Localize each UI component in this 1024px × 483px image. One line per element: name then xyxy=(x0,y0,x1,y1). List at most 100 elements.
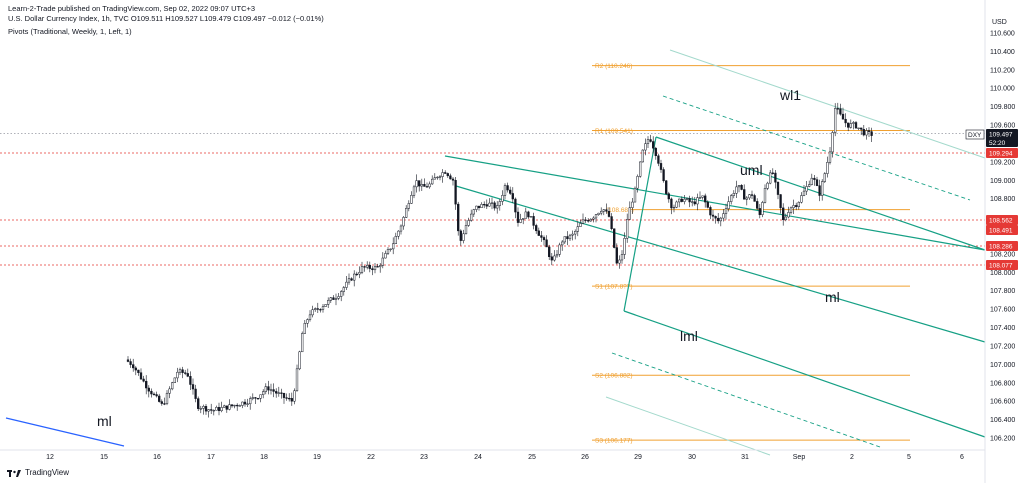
candlestick[interactable] xyxy=(485,199,488,209)
candlestick[interactable] xyxy=(184,369,187,376)
candlestick[interactable] xyxy=(839,103,842,116)
candlestick[interactable] xyxy=(176,367,179,383)
candlestick[interactable] xyxy=(568,233,572,242)
candlestick[interactable] xyxy=(243,398,247,407)
candlestick[interactable] xyxy=(657,153,660,167)
candlestick[interactable] xyxy=(670,197,673,215)
candlestick[interactable] xyxy=(626,213,629,243)
candlestick[interactable] xyxy=(332,295,335,300)
candlestick[interactable] xyxy=(301,331,304,353)
candlestick[interactable] xyxy=(836,102,839,115)
candlestick[interactable] xyxy=(784,213,787,222)
candlestick[interactable] xyxy=(610,213,613,231)
candlestick[interactable] xyxy=(828,147,832,165)
candlestick[interactable] xyxy=(267,380,270,395)
candlestick[interactable] xyxy=(425,182,429,188)
candlestick[interactable] xyxy=(615,243,618,265)
candlestick[interactable] xyxy=(202,404,205,415)
candlestick[interactable] xyxy=(399,224,403,235)
candlestick[interactable] xyxy=(314,307,317,312)
candlestick[interactable] xyxy=(522,218,525,225)
candlestick[interactable] xyxy=(574,229,577,240)
candlestick[interactable] xyxy=(350,277,353,282)
candlestick[interactable] xyxy=(745,196,748,206)
candlestick[interactable] xyxy=(743,184,746,200)
candlestick[interactable] xyxy=(288,393,291,402)
candlestick[interactable] xyxy=(753,193,756,202)
candlestick[interactable] xyxy=(514,197,517,219)
candlestick[interactable] xyxy=(644,138,647,156)
candlestick[interactable] xyxy=(776,181,780,200)
candlestick[interactable] xyxy=(865,128,868,140)
candlestick[interactable] xyxy=(706,200,709,209)
candlestick[interactable] xyxy=(750,190,754,200)
candlestick[interactable] xyxy=(358,266,361,279)
candlestick[interactable] xyxy=(529,216,533,218)
candlestick[interactable] xyxy=(488,198,491,207)
candlestick[interactable] xyxy=(150,388,153,398)
candlestick[interactable] xyxy=(308,310,312,322)
candlestick[interactable] xyxy=(779,194,782,214)
candlestick[interactable] xyxy=(264,383,267,395)
candlestick[interactable] xyxy=(418,180,421,192)
candlestick[interactable] xyxy=(347,273,351,285)
candlestick[interactable] xyxy=(142,375,145,383)
candlestick[interactable] xyxy=(693,197,696,206)
candlestick[interactable] xyxy=(701,195,704,200)
candlestick[interactable] xyxy=(641,149,644,163)
candlestick[interactable] xyxy=(215,405,218,411)
candlestick[interactable] xyxy=(709,205,712,220)
candlestick[interactable] xyxy=(761,200,764,218)
candlestick[interactable] xyxy=(654,146,657,160)
candlestick[interactable] xyxy=(256,397,260,400)
candlestick[interactable] xyxy=(818,179,821,202)
candlestick[interactable] xyxy=(678,198,681,208)
candlestick[interactable] xyxy=(436,176,439,180)
candlestick[interactable] xyxy=(186,368,189,378)
candlestick[interactable] xyxy=(319,308,322,313)
candlestick[interactable] xyxy=(191,378,195,395)
candlestick[interactable] xyxy=(737,185,741,193)
candlestick[interactable] xyxy=(691,196,694,207)
candlestick[interactable] xyxy=(519,213,522,224)
candlestick[interactable] xyxy=(511,187,514,204)
candlestick[interactable] xyxy=(446,172,449,178)
candlestick[interactable] xyxy=(251,393,254,401)
candlestick[interactable] xyxy=(618,255,621,269)
candlestick[interactable] xyxy=(423,178,426,187)
candlestick[interactable] xyxy=(126,356,130,363)
candlestick[interactable] xyxy=(145,375,148,395)
candlestick[interactable] xyxy=(561,239,564,251)
candlestick[interactable] xyxy=(368,261,371,273)
candlestick[interactable] xyxy=(407,200,410,212)
candlestick[interactable] xyxy=(384,250,387,259)
candlestick[interactable] xyxy=(558,242,561,257)
candlestick[interactable] xyxy=(730,193,733,205)
candlestick[interactable] xyxy=(633,186,637,203)
candlestick[interactable] xyxy=(389,248,392,252)
candlestick[interactable] xyxy=(600,207,603,216)
candlestick[interactable] xyxy=(867,127,871,138)
candlestick[interactable] xyxy=(451,176,455,186)
candlestick[interactable] xyxy=(298,350,301,371)
candlestick[interactable] xyxy=(340,290,343,302)
candlestick[interactable] xyxy=(852,120,855,130)
candlestick[interactable] xyxy=(171,381,174,391)
candlestick[interactable] xyxy=(659,159,663,173)
candlestick[interactable] xyxy=(220,401,223,413)
candlestick[interactable] xyxy=(797,201,800,210)
candlestick[interactable] xyxy=(631,197,634,214)
candlestick[interactable] xyxy=(680,196,683,203)
candlestick[interactable] xyxy=(355,271,358,277)
candlestick[interactable] xyxy=(293,388,296,405)
candlestick[interactable] xyxy=(168,386,171,399)
candlestick[interactable] xyxy=(282,392,286,404)
candlestick[interactable] xyxy=(405,205,408,218)
candlestick[interactable] xyxy=(613,228,616,249)
candlestick[interactable] xyxy=(662,167,665,183)
candlestick[interactable] xyxy=(545,235,548,248)
candlestick[interactable] xyxy=(493,200,496,211)
candlestick[interactable] xyxy=(724,203,728,220)
candlestick[interactable] xyxy=(353,270,356,287)
